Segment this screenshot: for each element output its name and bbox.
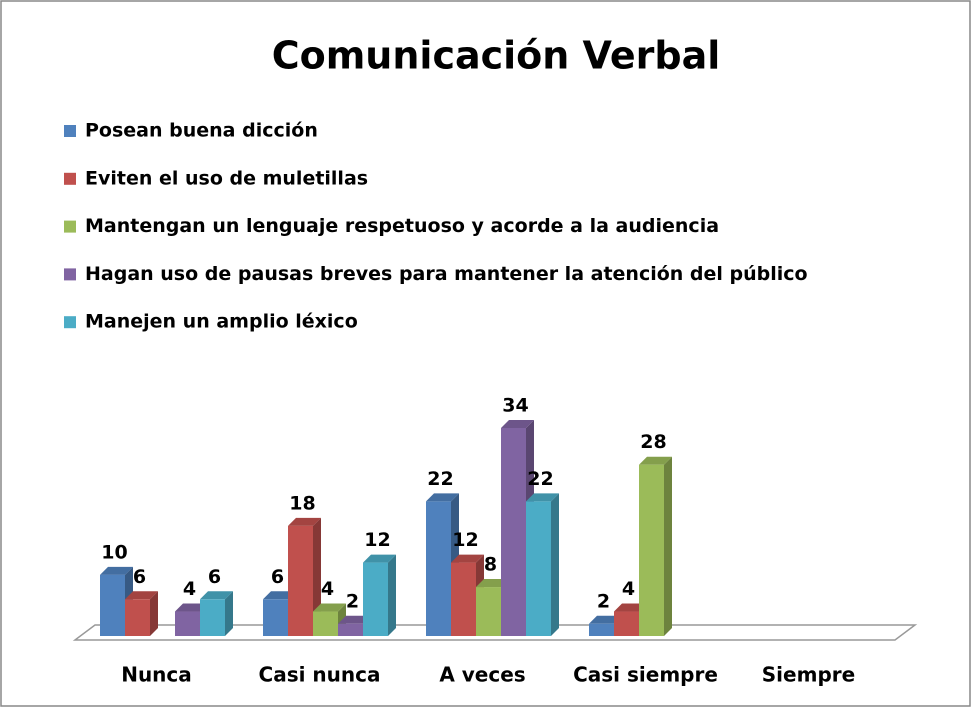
bar-front (175, 611, 200, 636)
bar-side (388, 554, 396, 636)
legend-swatch (64, 220, 76, 233)
legend-label: Posean buena dicción (85, 120, 318, 142)
data-label: 22 (427, 468, 453, 490)
bar-front (589, 623, 614, 636)
bar-top (288, 517, 321, 526)
chart-title: Comunicación Verbal (272, 34, 721, 78)
legend-label: Manejen un amplio léxico (85, 311, 358, 333)
data-label: 34 (502, 395, 528, 417)
x-tick-label: Nunca (121, 663, 192, 687)
bar (639, 456, 672, 636)
bar-top (526, 493, 559, 502)
bar (313, 603, 346, 636)
bar-top (100, 566, 133, 575)
bar-top (125, 591, 158, 600)
bar-top (263, 591, 296, 600)
bar-front (313, 611, 338, 636)
bar-front (501, 428, 526, 636)
bar-side (664, 456, 672, 636)
bar-top (175, 603, 208, 612)
bar-front (363, 562, 388, 636)
bar-front (338, 623, 363, 636)
x-tick-label: A veces (439, 663, 525, 687)
bar-top (451, 554, 484, 563)
bar-top (614, 603, 647, 612)
bar-side (225, 591, 233, 636)
legend-swatch (64, 268, 76, 281)
data-label: 18 (289, 492, 315, 514)
bar-front (125, 599, 150, 636)
bar-top (426, 493, 459, 502)
bar-side (551, 493, 559, 636)
bar-front (526, 501, 551, 636)
legend-label: Mantengan un lenguaje respetuoso y acord… (85, 215, 719, 237)
bar-front (263, 599, 288, 636)
data-label: 10 (101, 541, 127, 563)
data-label: 12 (452, 529, 478, 551)
bar-front (451, 562, 476, 636)
bar-top (200, 591, 233, 600)
bar-side (150, 591, 158, 636)
legend-swatch (64, 316, 76, 329)
legend-swatch (64, 125, 76, 137)
legend: Posean buena dicción Eviten el uso de mul… (64, 120, 808, 333)
data-label: 6 (208, 566, 221, 588)
data-label: 6 (271, 566, 284, 588)
bar-top (338, 615, 371, 624)
data-label: 8 (484, 554, 497, 576)
data-label: 4 (321, 578, 334, 600)
data-label: 28 (640, 431, 666, 453)
data-label: 22 (527, 468, 553, 490)
data-label: 4 (622, 578, 635, 600)
bar-top (639, 456, 672, 465)
bar-top (476, 579, 509, 588)
legend-label: Hagan uso de pausas breves para mantener… (85, 263, 808, 285)
bar-top (363, 554, 396, 563)
bar (200, 591, 233, 636)
bar-front (614, 611, 639, 636)
bar-top (313, 603, 346, 612)
data-label: 2 (346, 590, 359, 612)
legend-swatch (64, 172, 76, 185)
bar-front (288, 525, 313, 636)
bar-front (100, 574, 125, 636)
bar (363, 554, 396, 636)
data-label: 2 (597, 590, 610, 612)
bar-front (426, 501, 451, 636)
bar-front (476, 587, 501, 636)
bar (125, 591, 158, 636)
x-tick-label: Casi nunca (259, 663, 381, 687)
bar (589, 615, 622, 636)
data-label: 4 (183, 578, 196, 600)
legend-label: Eviten el uso de muletillas (85, 167, 368, 189)
bar-front (200, 599, 225, 636)
data-label: 12 (364, 529, 390, 551)
bar-top (501, 420, 534, 428)
data-label: 6 (133, 566, 146, 588)
bar (526, 493, 559, 636)
x-tick-label: Siempre (762, 663, 855, 687)
bar-top (589, 615, 622, 624)
x-tick-label: Casi siempre (573, 663, 718, 687)
bar-front (639, 464, 664, 636)
